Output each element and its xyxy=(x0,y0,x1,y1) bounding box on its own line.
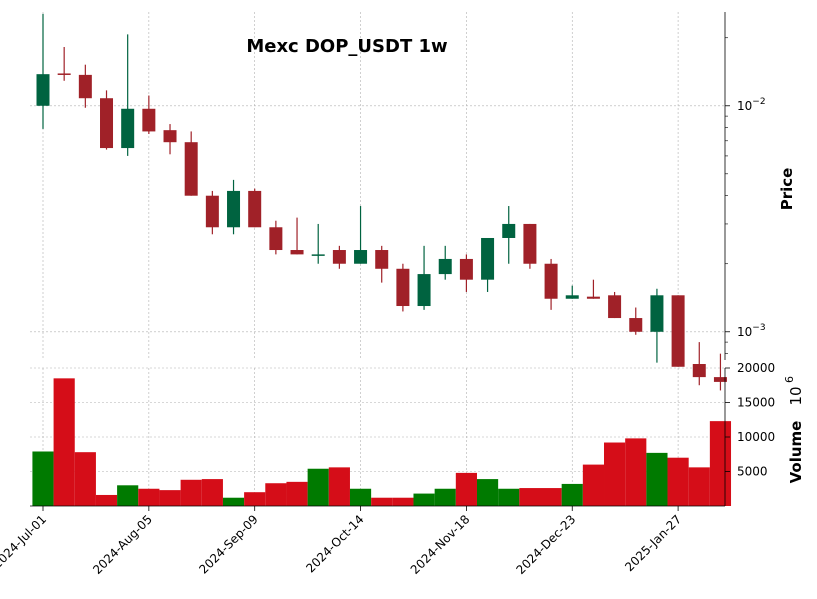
price-candles xyxy=(36,13,727,391)
x-tick-label: 2024-Oct-14 xyxy=(303,512,366,575)
volume-exponent: 10 6 xyxy=(783,376,805,406)
volume-bars xyxy=(32,378,732,506)
volume-bar xyxy=(286,481,308,506)
candle-body xyxy=(248,190,262,228)
volume-bar xyxy=(582,464,605,506)
volume-bar xyxy=(117,485,139,506)
x-tick-label: 2024-Aug-05 xyxy=(90,512,155,577)
volume-bar xyxy=(349,488,372,506)
volume-bar xyxy=(159,490,181,506)
candle-body xyxy=(269,227,283,251)
volume-exponent-base: 10 xyxy=(787,386,805,405)
candle-body xyxy=(311,254,325,256)
volume-tick-label: 5000 xyxy=(737,465,768,479)
volume-bar xyxy=(138,488,160,506)
candle-body xyxy=(57,73,71,75)
price-tick-exponent: −3 xyxy=(752,323,765,333)
volume-bar xyxy=(328,467,350,506)
volume-bar xyxy=(392,497,414,506)
candle-body xyxy=(354,250,368,264)
candle-body xyxy=(650,295,664,332)
volume-bar xyxy=(32,451,54,506)
volume-bar xyxy=(604,442,626,506)
volume-bar xyxy=(244,492,266,506)
volume-bar xyxy=(265,483,287,506)
volume-bar xyxy=(371,497,393,506)
x-tick-label: 2024-Jul-01 xyxy=(0,512,49,571)
candle-body xyxy=(692,364,706,378)
candle-body xyxy=(290,250,304,255)
volume-bar xyxy=(455,472,477,506)
chart-title: Mexc DOP_USDT 1w xyxy=(246,36,447,57)
volume-bar xyxy=(74,452,96,506)
candle-body xyxy=(481,237,495,280)
candle-body xyxy=(523,223,537,264)
candle-body xyxy=(36,74,50,106)
volume-bar xyxy=(540,488,562,506)
candle-body xyxy=(438,258,452,275)
grid xyxy=(30,12,725,506)
volume-bar xyxy=(201,479,223,506)
candle-body xyxy=(205,195,219,228)
candle-body xyxy=(163,130,177,143)
candle-body xyxy=(713,377,727,382)
candle-body xyxy=(459,258,473,280)
candle-body xyxy=(586,296,600,299)
x-tick-label: 2024-Dec-23 xyxy=(514,512,579,577)
price-tick-exponent: −2 xyxy=(752,97,765,107)
candle-body xyxy=(121,108,135,149)
x-tick-label: 2024-Nov-18 xyxy=(408,512,473,577)
candle-body xyxy=(332,250,346,264)
candle-body xyxy=(417,274,431,307)
volume-exponent-power: 6 xyxy=(783,376,796,383)
candle-body xyxy=(608,295,622,319)
candle-body xyxy=(100,98,114,149)
candle-body xyxy=(142,108,156,132)
candle-body xyxy=(544,263,558,299)
volume-bar xyxy=(646,452,668,506)
volume-bar xyxy=(476,479,499,506)
volume-bar xyxy=(434,488,456,506)
volume-bar xyxy=(709,421,732,506)
price-tick-label: 10−2 xyxy=(737,97,766,113)
candle-body xyxy=(565,295,579,299)
volume-bar xyxy=(307,468,329,506)
volume-tick-label: 10000 xyxy=(737,430,775,444)
volume-bar xyxy=(180,479,202,506)
candle-body xyxy=(502,223,516,238)
volume-bar xyxy=(667,457,689,506)
volume-bar xyxy=(53,378,75,506)
volume-tick-label: 20000 xyxy=(737,361,775,375)
candle-body xyxy=(671,295,685,367)
volume-axis-title: Volume xyxy=(787,421,805,484)
volume-tick-label: 15000 xyxy=(737,396,775,410)
candle-body xyxy=(375,250,389,269)
price-tick-label: 10−3 xyxy=(737,323,766,339)
volume-bar xyxy=(95,494,118,506)
volume-bar xyxy=(519,488,541,506)
volume-bar xyxy=(222,497,245,506)
candle-body xyxy=(396,268,410,307)
volume-bar xyxy=(413,493,435,506)
x-tick-label: 2024-Sep-09 xyxy=(196,512,260,576)
candle-body xyxy=(78,74,92,99)
candle-body xyxy=(227,190,241,228)
volume-bar xyxy=(498,488,520,506)
volume-bar xyxy=(561,483,583,506)
volume-bar xyxy=(688,467,710,506)
volume-bar xyxy=(625,438,647,506)
candle-body xyxy=(184,142,198,196)
x-tick-label: 2025-Jan-27 xyxy=(622,512,684,574)
candle-body xyxy=(629,318,643,332)
price-axis-title: Price xyxy=(778,168,796,211)
